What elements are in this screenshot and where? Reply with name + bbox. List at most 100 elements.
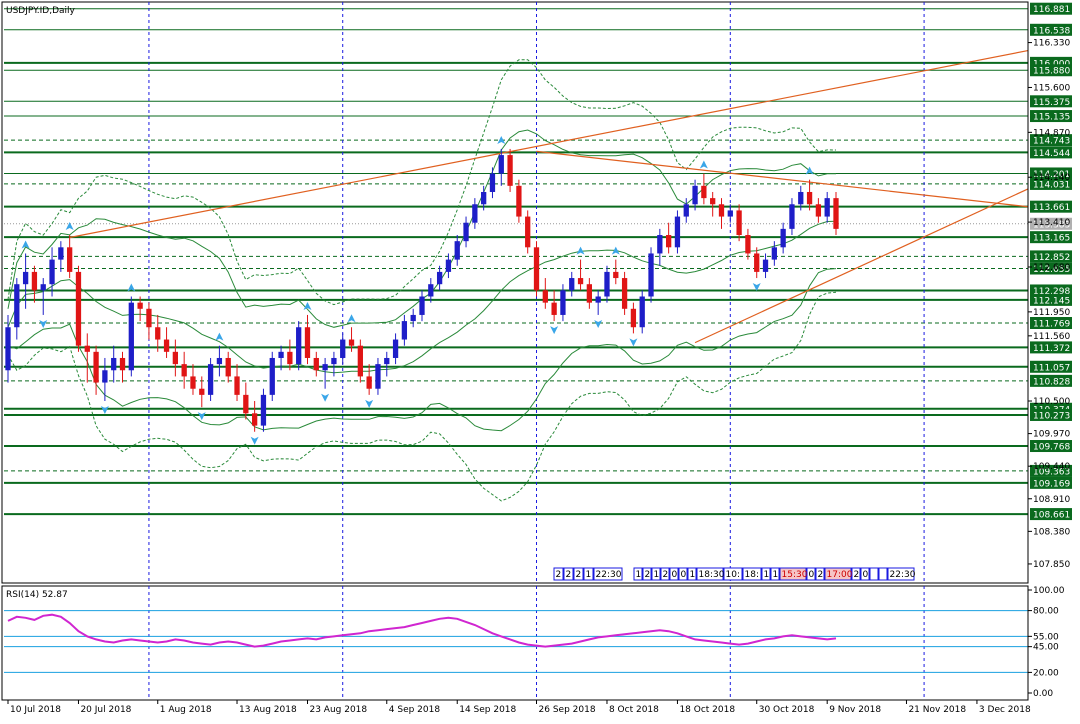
candle-body bbox=[216, 357, 223, 365]
candle-body bbox=[375, 364, 381, 389]
event-tag bbox=[642, 567, 652, 581]
level-label-box bbox=[1030, 110, 1072, 123]
level-label: 115.135 bbox=[1033, 113, 1070, 123]
candle-body bbox=[665, 235, 672, 248]
fractal-up-marker bbox=[611, 246, 620, 255]
event-tag bbox=[651, 567, 661, 581]
candle-body bbox=[542, 290, 548, 303]
candle-body bbox=[507, 155, 513, 186]
candle-body bbox=[357, 345, 363, 377]
fractal-down-marker bbox=[550, 326, 559, 335]
level-label-box bbox=[1030, 440, 1072, 453]
level-label: 109.169 bbox=[1033, 479, 1070, 489]
candle-body bbox=[14, 284, 20, 328]
fractal-down-marker bbox=[250, 436, 259, 445]
candle-body bbox=[516, 185, 522, 217]
level-label-box bbox=[1030, 134, 1072, 147]
level-label: 111.769 bbox=[1033, 319, 1070, 329]
event-tag bbox=[563, 567, 574, 581]
candle-body bbox=[225, 357, 231, 377]
candle-body bbox=[481, 191, 487, 205]
candle-body bbox=[384, 357, 390, 365]
candle-body bbox=[577, 278, 584, 285]
candle-body bbox=[551, 302, 557, 315]
level-label: 113.661 bbox=[1033, 203, 1070, 213]
level-label-box bbox=[1030, 23, 1072, 36]
level-label-box bbox=[1030, 200, 1072, 213]
fractal-up-marker bbox=[21, 240, 30, 249]
level-label-box bbox=[1030, 374, 1072, 387]
price-tick-label: 111.560 bbox=[1033, 332, 1070, 342]
level-label: 112.145 bbox=[1033, 296, 1070, 306]
candle-body bbox=[260, 394, 267, 426]
level-label-box bbox=[1030, 360, 1072, 373]
event-tag bbox=[779, 567, 807, 581]
candle-body bbox=[436, 271, 443, 285]
level-label: 115.880 bbox=[1033, 67, 1070, 77]
level-label: 109.363 bbox=[1033, 467, 1070, 477]
candle-body bbox=[251, 413, 258, 426]
event-tag-label: 2 bbox=[566, 570, 572, 580]
price-tick-label: 112.680 bbox=[1033, 263, 1070, 273]
rsi-level-label: 80.00 bbox=[1033, 607, 1059, 617]
event-tag bbox=[742, 567, 762, 581]
candle-body bbox=[304, 327, 311, 358]
candle-body bbox=[762, 259, 769, 272]
candle-body bbox=[454, 241, 460, 260]
event-tag bbox=[633, 567, 643, 581]
main-pane-frame bbox=[1, 1, 1029, 584]
fractal-up-marker bbox=[303, 301, 312, 310]
candle-body bbox=[40, 284, 46, 291]
level-label: 116.881 bbox=[1033, 5, 1070, 15]
candle-body bbox=[128, 302, 134, 371]
event-tag bbox=[878, 567, 888, 581]
candle-body bbox=[401, 321, 408, 340]
event-tag-label: 2 bbox=[556, 570, 562, 580]
candle-body bbox=[392, 339, 399, 358]
price-tick-label: 114.140 bbox=[1033, 173, 1070, 183]
event-tag-label: 2 bbox=[576, 570, 582, 580]
candle-body bbox=[569, 278, 575, 291]
event-tag bbox=[687, 567, 697, 581]
event-tag bbox=[678, 567, 688, 581]
candle-body bbox=[84, 345, 90, 352]
level-label: 110.828 bbox=[1033, 377, 1070, 387]
band-upper-outer bbox=[7, 59, 837, 306]
event-tag-label: 2 bbox=[818, 570, 824, 580]
rsi-level-label: 100.00 bbox=[1033, 586, 1065, 596]
level-label-box bbox=[1030, 284, 1072, 297]
trendline bbox=[69, 49, 1029, 239]
event-tag bbox=[573, 567, 584, 581]
x-tick-label: 1 Aug 2018 bbox=[160, 705, 212, 715]
candle-body bbox=[340, 339, 346, 358]
candle-body bbox=[67, 247, 73, 272]
rsi-line bbox=[7, 613, 837, 648]
fractal-up-marker bbox=[65, 222, 74, 231]
candle-body bbox=[586, 284, 593, 303]
x-tick-label: 23 Aug 2018 bbox=[309, 705, 367, 715]
event-tag-label: 15:30 bbox=[782, 570, 808, 580]
rsi-level-label: 45.00 bbox=[1033, 643, 1059, 653]
rsi-level-label: 55.00 bbox=[1033, 632, 1059, 642]
event-tag bbox=[660, 567, 670, 581]
level-label-box bbox=[1030, 167, 1072, 180]
price-tick-label: 108.910 bbox=[1033, 495, 1070, 505]
candle-body bbox=[789, 204, 795, 229]
level-label: 113.165 bbox=[1033, 234, 1070, 244]
event-tag-label: 1 bbox=[773, 570, 779, 580]
level-label-box bbox=[1030, 408, 1072, 421]
candle-body bbox=[207, 364, 214, 395]
level-label: 112.655 bbox=[1033, 265, 1070, 275]
candle-body bbox=[102, 370, 108, 383]
x-tick-label: 4 Sep 2018 bbox=[389, 705, 441, 715]
level-label: 108.661 bbox=[1033, 511, 1070, 521]
candle-body bbox=[674, 216, 681, 248]
level-label: 111.057 bbox=[1033, 363, 1070, 373]
level-label-box bbox=[1030, 95, 1072, 108]
x-tick-label: 30 Oct 2018 bbox=[759, 705, 815, 715]
price-tick-label: 113.410 bbox=[1033, 218, 1070, 228]
candle-body bbox=[648, 253, 654, 297]
candle-body bbox=[278, 351, 284, 358]
trendline bbox=[536, 150, 1029, 208]
